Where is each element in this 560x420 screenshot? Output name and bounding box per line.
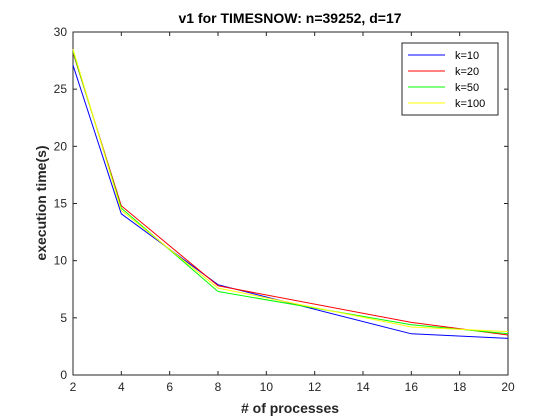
y-axis-label: execution time(s) — [33, 145, 49, 260]
x-tick-label: 14 — [356, 380, 370, 394]
y-tick-label: 0 — [60, 368, 67, 382]
legend-label-k=10: k=10 — [455, 50, 479, 62]
y-tick-label: 30 — [54, 25, 68, 39]
y-tick-label: 20 — [54, 139, 68, 153]
y-tick-label: 5 — [60, 311, 67, 325]
y-tick-label: 25 — [54, 82, 68, 96]
legend: k=10 k=20 k=50 k=100 — [401, 42, 499, 116]
x-tick-label: 4 — [118, 380, 125, 394]
chart-title: v1 for TIMESNOW: n=39252, d=17 — [178, 10, 401, 26]
x-tick-label: 18 — [453, 380, 467, 394]
x-tick-label: 6 — [166, 380, 173, 394]
x-tick-label: 20 — [501, 380, 515, 394]
y-tick-label: 10 — [54, 254, 68, 268]
legend-label-k=50: k=50 — [455, 82, 479, 94]
x-tick-label: 16 — [405, 380, 419, 394]
legend-label-k=20: k=20 — [455, 66, 479, 78]
x-tick-label: 12 — [308, 380, 322, 394]
x-axis-label: # of processes — [241, 400, 339, 416]
series-line-k=100 — [72, 49, 509, 333]
series-line-k=10 — [72, 65, 509, 339]
y-axis-ticks: 0 5 10 15 20 25 30 — [54, 25, 508, 382]
x-axis-ticks: 2 4 6 8 10 12 14 16 18 20 — [70, 32, 515, 394]
legend-label-k=100: k=100 — [455, 98, 485, 110]
x-tick-label: 8 — [215, 380, 222, 394]
y-tick-label: 15 — [54, 197, 68, 211]
x-tick-label: 2 — [70, 380, 77, 394]
series-lines — [72, 49, 509, 339]
x-tick-label: 10 — [260, 380, 274, 394]
